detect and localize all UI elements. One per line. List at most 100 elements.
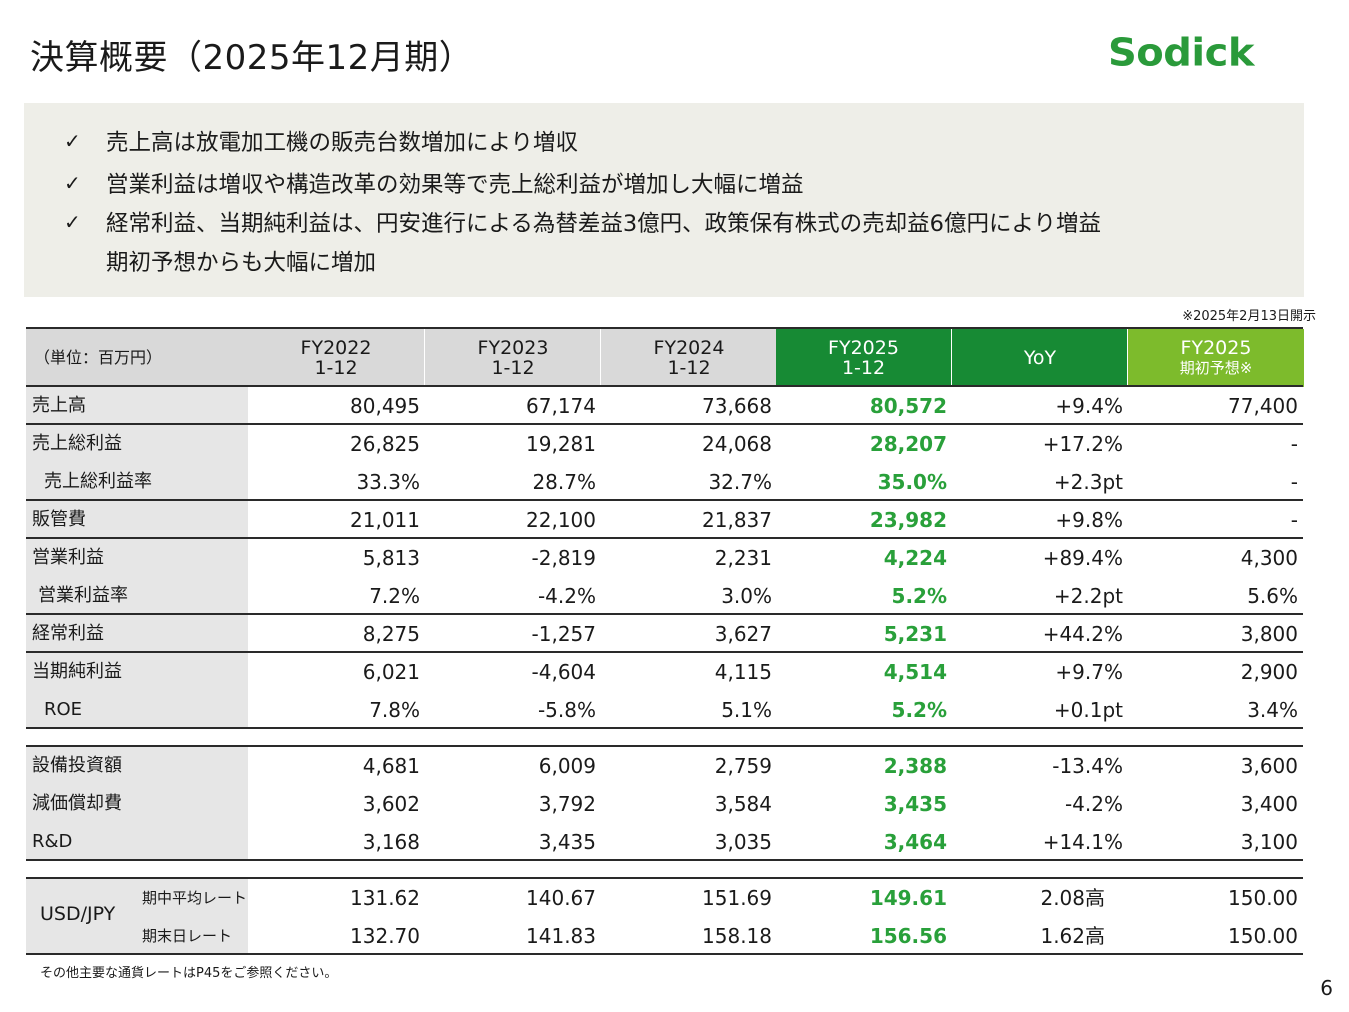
check-icon: ✓ [64,129,81,153]
header-line2: 1-12 [841,357,886,379]
table-cell: 26,825 [350,432,420,456]
table-cell: 3,464 [883,830,947,854]
header-fy2023: FY2023 1-12 [424,329,601,387]
table-row: 期末日レート 132.70 141.83 158.18 156.56 1.62高 150.0… [26,917,1303,955]
check-icon: ✓ [64,171,81,195]
bullet-2: ✓ 営業利益は増収や構造改革の効果等で売上総利益が増加し大幅に増益 [64,167,804,199]
bullet-2-text: 営業利益は増収や構造改革の効果等で売上総利益が増加し大幅に増益 [106,172,804,198]
table-cell: 158.18 [702,924,772,948]
table-cell: 8,275 [362,622,420,646]
table-cell: +89.4% [1042,546,1123,570]
row-label: 当期純利益 [32,661,122,682]
row-label: 販管費 [32,509,86,530]
table-cell: +0.1pt [1053,698,1123,722]
table-cell: 5.2% [891,584,947,608]
table-cell: 5.1% [721,698,772,722]
table-cell: +17.2% [1042,432,1123,456]
fx-footnote: その他主要な通貨レートはP45をご参照ください。 [40,966,338,981]
table-cell: 33.3% [356,470,420,494]
table-cell: 6,021 [362,660,420,684]
table-cell: 7.8% [369,698,420,722]
table-row: 減価償却費 3,602 3,792 3,584 3,435 -4.2% 3,400 [26,785,1303,823]
table-cell: 24,068 [702,432,772,456]
table-row: 営業利益 5,813 -2,819 2,231 4,224 +89.4% 4,300 [26,539,1303,577]
table-row: 売上高 80,495 67,174 73,668 80,572 +9.4% 77,400 [26,387,1303,425]
table-cell: 2,231 [714,546,772,570]
check-icon: ✓ [64,210,81,234]
table-cell: 4,115 [714,660,772,684]
table-cell: 23,982 [869,508,947,532]
table-cell: 2.08高 [1040,886,1105,910]
table-cell: 1.62高 [1040,924,1105,948]
table-cell: +9.8% [1055,508,1123,532]
table-cell: -13.4% [1052,754,1123,778]
header-yoy: YoY [951,329,1128,387]
table-cell: 4,300 [1240,546,1298,570]
header-line1: FY2022 [300,337,372,359]
row-label: 減価償却費 [32,793,122,814]
table-cell: 5,813 [362,546,420,570]
label-column-bg [26,387,248,727]
table-cell: +9.4% [1055,394,1123,418]
bullet-3: ✓ 経常利益、当期純利益は、円安進行による為替差益3億円、政策保有株式の売却益6… [64,206,1101,238]
table-cell: 28,207 [869,432,947,456]
table-cell: 3,435 [883,792,947,816]
table-cell: 150.00 [1228,924,1298,948]
table-cell: 4,224 [883,546,947,570]
table-header: （単位：百万円） FY2022 1-12 FY2023 1-12 FY2024 … [26,329,1304,387]
table-cell: +9.7% [1055,660,1123,684]
table-cell: 132.70 [350,924,420,948]
header-line1: FY2023 [477,337,549,359]
header-line2: 1-12 [314,357,358,379]
header-line1: FY2024 [653,337,725,359]
table-cell: 80,572 [869,394,947,418]
label-column-bg [26,879,248,953]
header-line2: 期初予想※ [1179,359,1253,377]
table-cell: 149.61 [869,886,947,910]
page-title: 決算概要（2025年12月期） [30,38,474,78]
table-cell: 141.83 [526,924,596,948]
table-row: 販管費 21,011 22,100 21,837 23,982 +9.8% - [26,501,1303,539]
table-cell: -4,604 [531,660,596,684]
summary-box: ✓ 売上高は放電加工機の販売台数増加により増収 ✓ 営業利益は増収や構造改革の効… [24,103,1304,297]
table-cell: 5.2% [891,698,947,722]
row-label: 営業利益 [32,547,104,568]
table-cell: 3,602 [362,792,420,816]
disclosure-note: ※2025年2月13日開示 [1182,309,1316,324]
table-cell: 3,584 [714,792,772,816]
table-cell: 2,759 [714,754,772,778]
table-cell: - [1290,470,1298,494]
table-cell: 3,435 [538,830,596,854]
row-label: 経常利益 [32,623,104,644]
bullet-3-continuation: 期初予想からも大幅に増加 [106,250,377,276]
table-cell: 21,011 [350,508,420,532]
table-cell: 2,388 [883,754,947,778]
table-cell: 7.2% [369,584,420,608]
table-cell: 3,627 [714,622,772,646]
table-row: 売上総利益率 33.3% 28.7% 32.7% 35.0% +2.3pt - [26,463,1303,501]
table-cell: +2.2pt [1053,584,1123,608]
table-cell: 3,600 [1240,754,1298,778]
table-cell: 150.00 [1228,886,1298,910]
table-row: R&D 3,168 3,435 3,035 3,464 +14.1% 3,100 [26,823,1303,861]
table-row: ROE 7.8% -5.8% 5.1% 5.2% +0.1pt 3.4% [26,691,1303,729]
table-cell: -4.2% [537,584,596,608]
table-cell: 4,681 [362,754,420,778]
table-cell: 19,281 [526,432,596,456]
table-cell: -1,257 [531,622,596,646]
header-line1: FY2025 [828,337,899,359]
row-label: 期末日レート [142,927,233,945]
table-row: 設備投資額 4,681 6,009 2,759 2,388 -13.4% 3,600 [26,747,1303,785]
row-label: 売上総利益率 [44,471,152,492]
table-cell: 22,100 [526,508,596,532]
table-cell: +14.1% [1042,830,1123,854]
row-label: 売上高 [32,395,86,416]
table-cell: 3.4% [1247,698,1298,722]
row-label: 期中平均レート [142,889,248,907]
header-fy2024: FY2024 1-12 [600,329,777,387]
table-cell: 21,837 [702,508,772,532]
table-cell: +44.2% [1042,622,1123,646]
bullet-1-text: 売上高は放電加工機の販売台数増加により増収 [106,130,579,156]
unit-label: （単位：百万円） [34,348,163,367]
header-line1: FY2025 [1180,337,1252,359]
